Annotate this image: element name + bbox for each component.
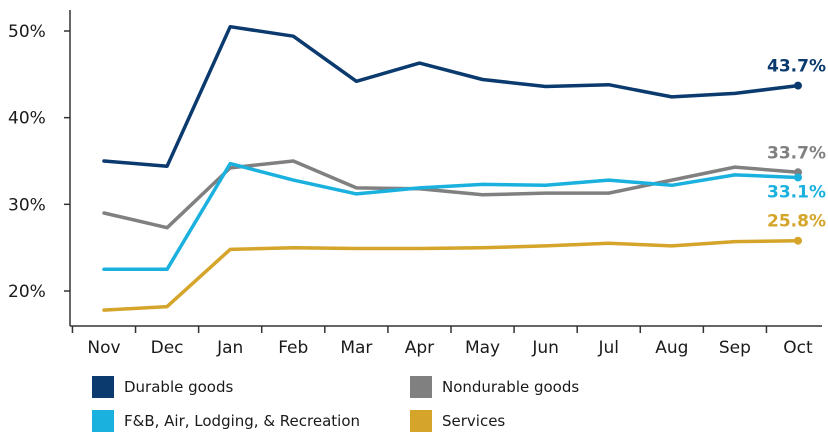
legend-swatch: [410, 410, 432, 432]
legend-item-fb-air-lodging-recreation: F&B, Air, Lodging, & Recreation: [92, 410, 360, 432]
y-tick-label: 50%: [8, 22, 46, 42]
x-tick-label: Jul: [597, 338, 619, 358]
y-tick-label: 40%: [8, 109, 46, 129]
x-tick-label: Apr: [405, 338, 434, 358]
x-tick-label: Feb: [278, 338, 308, 358]
legend-item-services: Services: [410, 410, 505, 432]
series-line: [102, 159, 800, 230]
series-line: [102, 238, 800, 312]
legend-item-nondurable-goods: Nondurable goods: [410, 376, 579, 398]
x-tick-label: Jan: [216, 338, 243, 358]
series-end-label: 33.1%: [767, 182, 826, 202]
x-tick-label: Oct: [783, 338, 813, 358]
y-tick-label: 30%: [8, 195, 46, 215]
series-end-point: [794, 236, 802, 245]
series-end-point: [794, 81, 802, 90]
legend-label: F&B, Air, Lodging, & Recreation: [124, 412, 361, 430]
series-line: [102, 161, 800, 272]
legend-swatch: [410, 376, 432, 398]
series-end-label: 43.7%: [767, 57, 826, 77]
x-tick-label: Jun: [531, 338, 559, 358]
legend-label: Durable goods: [124, 378, 234, 396]
x-tick-label: Aug: [655, 338, 688, 358]
x-tick-label: Nov: [87, 338, 120, 358]
x-tick-label: May: [465, 338, 500, 358]
x-tick-label: Sep: [719, 338, 751, 358]
legend-swatch: [92, 376, 114, 398]
x-tick-label: Mar: [340, 338, 372, 358]
y-tick-label: 20%: [8, 282, 46, 302]
legend-swatch: [92, 410, 114, 432]
legend-label: Services: [442, 412, 506, 430]
series-line: [102, 24, 800, 168]
series-end-label: 33.7%: [767, 143, 826, 163]
legend-label: Nondurable goods: [442, 378, 580, 396]
x-tick-label: Dec: [151, 338, 184, 358]
series-end-label: 25.8%: [767, 212, 826, 232]
line-chart: 20% 30% 40% 50% Nov Dec Jan Feb Mar Apr May Jun Jul A…: [8, 10, 826, 358]
series-end-point: [794, 173, 802, 182]
legend-item-durable-goods: Durable goods: [92, 376, 233, 398]
